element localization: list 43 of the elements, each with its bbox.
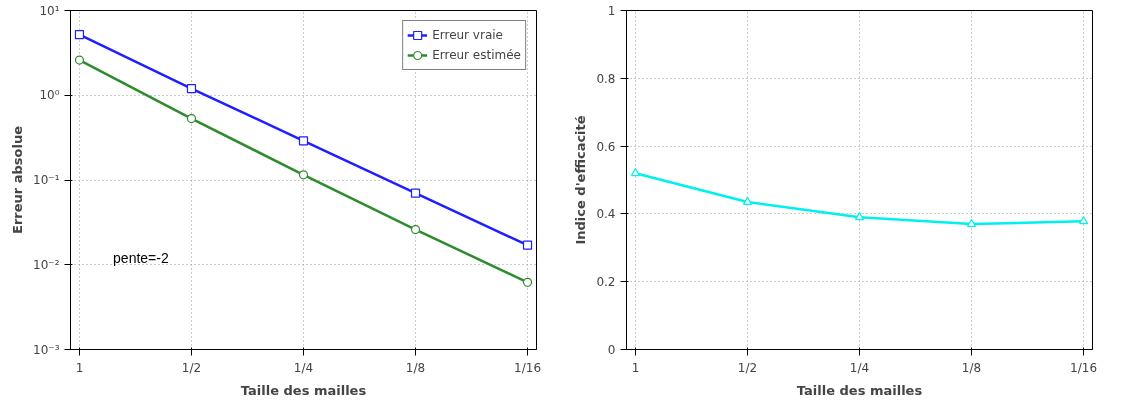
y-axis-title: Indice d'efficacité: [573, 115, 589, 245]
point: [298, 136, 309, 146]
y-tick-label: 0.6: [596, 139, 616, 154]
annotation: pente=-2: [113, 250, 169, 267]
point: [630, 168, 641, 177]
point: [410, 224, 421, 235]
x-tick-label: 1/8: [961, 360, 982, 375]
point: [298, 170, 309, 180]
x-tick-label: 1/2: [181, 360, 202, 375]
point: [522, 240, 533, 250]
point: [74, 29, 85, 40]
y-tick-label: 0.2: [596, 275, 616, 290]
point: [186, 83, 197, 94]
y-tick-label: 0.8: [596, 71, 616, 86]
point: [1078, 216, 1089, 225]
y-tick-label: 0.4: [596, 207, 616, 222]
y-tick-label: 0: [607, 343, 616, 357]
point: [74, 55, 85, 65]
x-tick-label: 1/4: [293, 360, 314, 375]
x-tick-label: 1/16: [514, 360, 542, 375]
y-tick-label: 10⁰: [39, 88, 60, 103]
x-axis-title: Taille des mailles: [796, 382, 923, 398]
point: [410, 188, 421, 198]
x-tick-label: 1/2: [737, 360, 758, 375]
y-tick-label: 10⁻¹: [33, 173, 60, 187]
point: [186, 114, 197, 124]
x-tick-label: 1/16: [1070, 360, 1098, 375]
y-tick-label: 10⁻³: [33, 342, 60, 357]
x-tick-label: 1/4: [849, 360, 870, 375]
x-tick-label: 1: [631, 360, 640, 375]
legend-label: Erreur vraie: [432, 28, 503, 42]
point: [522, 277, 533, 287]
x-axis-title: Taille des mailles: [240, 382, 367, 398]
y-axis-title: Erreur absolue: [10, 125, 26, 234]
point: [854, 212, 865, 221]
point: [742, 196, 753, 205]
x-tick-label: 1/8: [405, 360, 426, 375]
x-tick-label: 1: [75, 360, 84, 375]
y-tick-label: 10¹: [39, 3, 60, 18]
y-tick-label: 10⁻²: [33, 257, 60, 272]
y-tick-label: 1: [607, 4, 616, 18]
point: [966, 218, 977, 227]
legend-label: Erreur estimée: [432, 48, 521, 62]
